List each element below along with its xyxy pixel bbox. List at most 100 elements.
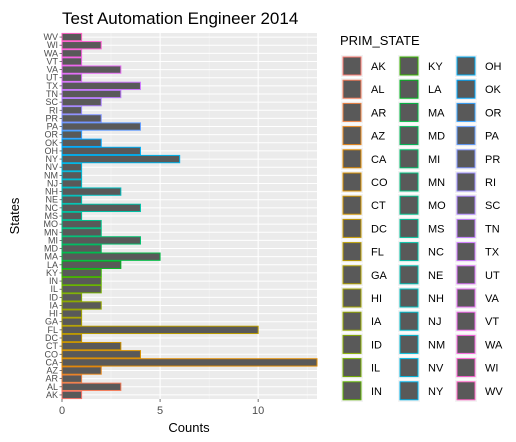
- legend-swatch-pa: [456, 126, 476, 146]
- bar-nh: [61, 187, 122, 196]
- y-tick-oh: OH: [45, 146, 59, 156]
- legend-swatch-ky: [399, 56, 419, 76]
- legend-label-sc: SC: [485, 200, 500, 212]
- bar-ri: [61, 106, 83, 115]
- legend-label-nh: NH: [428, 293, 444, 305]
- legend-swatch-ak: [342, 56, 362, 76]
- legend-label-ma: MA: [428, 107, 445, 119]
- legend-label-mi: MI: [428, 154, 440, 166]
- y-tick-nv: NV: [45, 162, 58, 172]
- legend-label-wi: WI: [485, 363, 498, 375]
- y-tick-ga: GA: [45, 317, 58, 327]
- y-tick-labels: AKALARAZCACOCTDCFLGAHIIAIDILINKYLAMAMDMI…: [44, 32, 62, 400]
- y-tick-wv: WV: [44, 32, 59, 42]
- y-tick-md: MD: [44, 244, 58, 254]
- legend-label-al: AL: [371, 84, 384, 96]
- bar-md: [61, 244, 102, 253]
- x-tick-labels: 0 5 10: [59, 399, 264, 417]
- bars: [61, 32, 318, 400]
- x-axis-title: Counts: [168, 420, 210, 435]
- legend-label-md: MD: [428, 131, 445, 143]
- legend-label-oh: OH: [485, 61, 502, 73]
- bar-fl: [61, 325, 259, 335]
- legend-swatch-ri: [456, 172, 476, 192]
- bar-ia: [61, 301, 102, 310]
- y-tick-ms: MS: [45, 211, 59, 221]
- bar-wa: [61, 49, 83, 58]
- y-tick-sc: SC: [45, 97, 58, 107]
- legend-swatch-va: [456, 288, 476, 308]
- legend-label-ga: GA: [371, 270, 388, 282]
- y-tick-fl: FL: [47, 325, 58, 335]
- legend-label-ny: NY: [428, 386, 444, 398]
- bar-ct: [61, 341, 122, 351]
- y-tick-ma: MA: [45, 252, 59, 262]
- bar-al: [61, 382, 122, 391]
- y-tick-ut: UT: [46, 73, 58, 83]
- legend-swatch-fl: [342, 242, 362, 262]
- legend-label-tn: TN: [485, 223, 500, 235]
- bar-tn: [61, 89, 122, 99]
- legend-label-ct: CT: [371, 200, 386, 212]
- legend-swatch-oh: [456, 56, 476, 76]
- bar-nm: [61, 171, 83, 180]
- legend-title: PRIM_STATE: [340, 33, 420, 48]
- legend-label-ky: KY: [428, 61, 443, 73]
- y-tick-ia: IA: [49, 300, 58, 310]
- legend-swatch-co: [342, 172, 362, 192]
- legend-label-pr: PR: [485, 154, 500, 166]
- legend-swatch-hi: [342, 288, 362, 308]
- y-tick-pr: PR: [45, 113, 58, 123]
- y-tick-vt: VT: [46, 56, 58, 66]
- legend-label-or: OR: [485, 107, 502, 119]
- legend-label-co: CO: [371, 177, 388, 189]
- legend-swatch-in: [342, 381, 362, 401]
- y-tick-pa: PA: [47, 122, 58, 132]
- y-tick-tn: TN: [46, 89, 58, 99]
- bar-ak: [61, 390, 83, 400]
- bar-mn: [61, 228, 102, 237]
- legend-swatch-ca: [342, 149, 362, 169]
- legend-swatch-nj: [399, 311, 419, 331]
- legend-label-ar: AR: [371, 107, 386, 119]
- legend-swatch-wv: [456, 381, 476, 401]
- legend-swatch-mn: [399, 172, 419, 192]
- legend-label-id: ID: [371, 339, 382, 351]
- y-tick-nm: NM: [44, 170, 58, 180]
- bar-ar: [61, 374, 83, 383]
- y-tick-mo: MO: [44, 219, 59, 229]
- legend-swatch-ne: [399, 265, 419, 285]
- bar-ca: [61, 358, 318, 367]
- bar-ne: [61, 195, 83, 204]
- legend-swatch-sc: [456, 195, 476, 215]
- legend-swatch-il: [342, 358, 362, 378]
- legend-swatch-az: [342, 126, 362, 146]
- bar-mi: [61, 236, 141, 245]
- bar-pa: [61, 122, 141, 131]
- y-tick-az: AZ: [46, 366, 58, 376]
- chart-title: Test Automation Engineer 2014: [62, 9, 298, 28]
- legend-label-wa: WA: [485, 339, 503, 351]
- legend-label-vt: VT: [485, 316, 499, 328]
- bar-id: [61, 293, 83, 302]
- legend-swatch-nv: [399, 358, 419, 378]
- bar-ut: [61, 73, 83, 82]
- legend-label-ms: MS: [428, 223, 445, 235]
- y-tick-co: CO: [45, 349, 59, 359]
- legend-swatch-wi: [456, 358, 476, 378]
- bar-vt: [61, 57, 83, 66]
- legend-swatch-md: [399, 126, 419, 146]
- bar-ok: [61, 138, 102, 147]
- legend-swatch-ga: [342, 265, 362, 285]
- legend-swatch-or: [456, 102, 476, 122]
- legend-swatch-wa: [456, 334, 476, 354]
- legend-label-fl: FL: [371, 247, 384, 259]
- y-tick-la: LA: [47, 260, 58, 270]
- y-tick-ok: OK: [45, 138, 58, 148]
- legend-swatch-ut: [456, 265, 476, 285]
- y-tick-il: IL: [50, 284, 58, 294]
- bar-va: [61, 65, 122, 74]
- bar-nv: [61, 163, 83, 172]
- legend-label-ca: CA: [371, 154, 387, 166]
